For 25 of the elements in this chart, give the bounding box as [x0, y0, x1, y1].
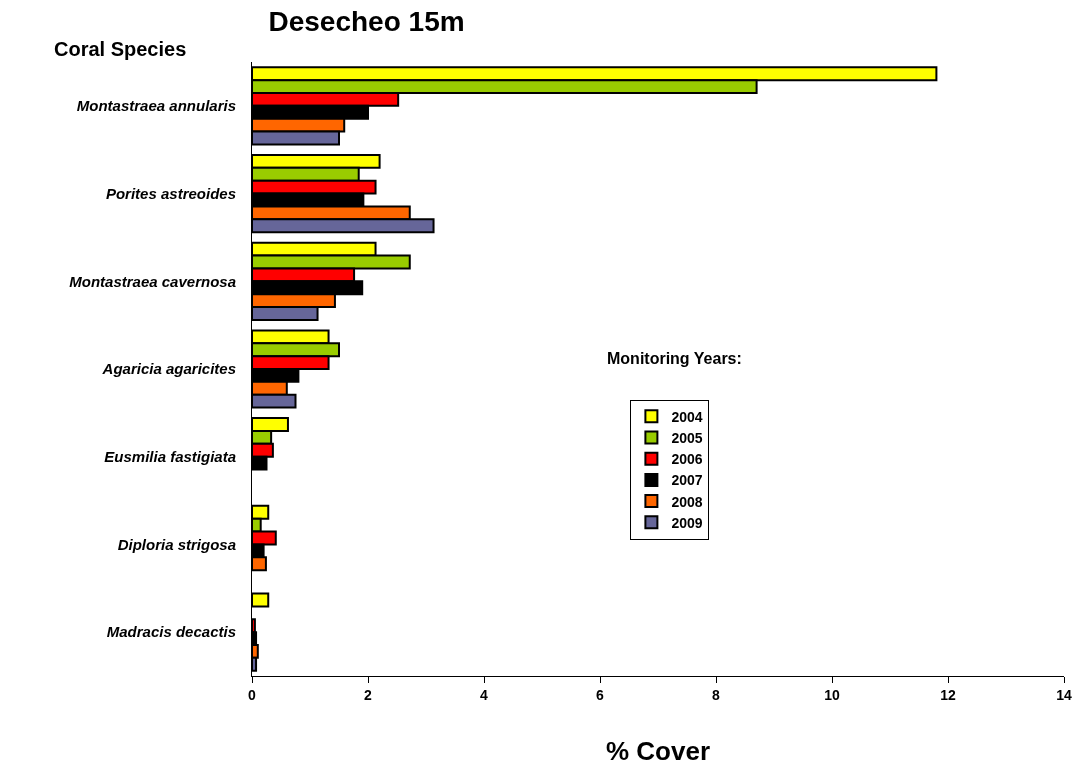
legend-label: 2006: [671, 451, 703, 468]
x-tick-label: 0: [248, 686, 257, 703]
legend-title: Monitoring Years:: [607, 350, 742, 367]
y-tick-label: Montastraea annularis: [76, 97, 236, 115]
legend-label: 2008: [671, 493, 703, 510]
y-tick-label: Agaricia agaricites: [101, 360, 236, 378]
legend-label: 2004: [671, 408, 703, 425]
y-tick-label: Montastraea cavernosa: [69, 272, 236, 290]
x-tick-label: 4: [480, 686, 489, 703]
y-tick-label: Diploria strigosa: [117, 535, 236, 553]
y-tick-label: Porites astreoides: [105, 184, 236, 202]
x-tick-label: 10: [824, 686, 840, 703]
chart-title: Desecheo 15m: [268, 6, 465, 38]
y-tick-label: Eusmilia fastigiata: [104, 447, 236, 465]
x-axis-title: % Cover: [605, 736, 711, 767]
y-tick-label: Madracis decactis: [106, 623, 236, 641]
legend-label: 2005: [671, 429, 703, 446]
x-tick-label: 2: [364, 686, 373, 703]
x-tick-label: 8: [712, 686, 721, 703]
x-tick-label: 6: [596, 686, 605, 703]
legend-label: 2009: [671, 514, 703, 531]
x-tick-label: 12: [940, 686, 956, 703]
legend-label: 2007: [671, 472, 703, 489]
x-tick-label: 14: [1056, 686, 1072, 703]
y-axis-title: Coral Species: [54, 38, 187, 60]
